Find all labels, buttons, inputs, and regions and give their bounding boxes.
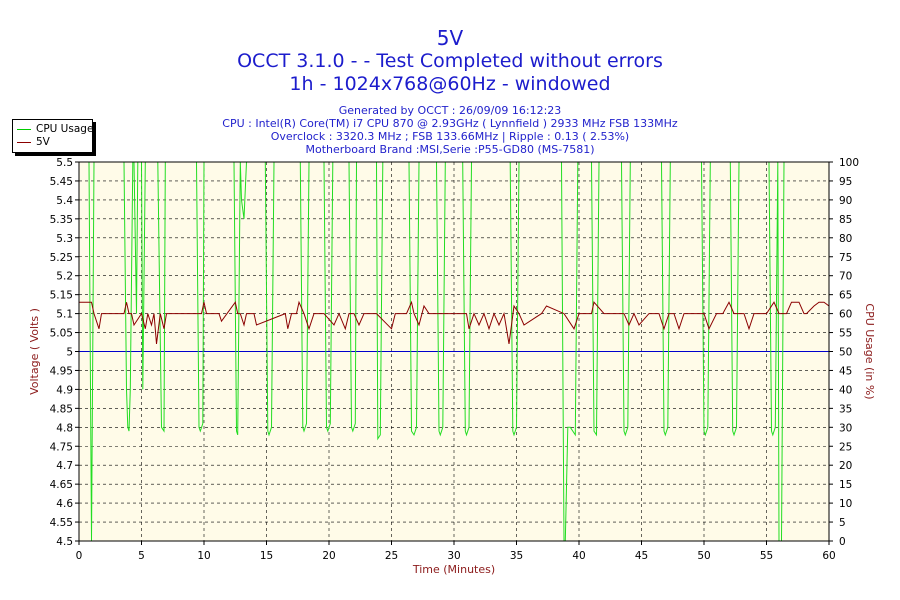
y-tick-label: 4.85 — [50, 403, 73, 415]
x-tick-label: 35 — [510, 550, 523, 562]
x-tick-label: 15 — [260, 550, 273, 562]
y2-axis-label: CPU Usage (in %) — [863, 303, 876, 399]
motherboard-info: Motherboard Brand :MSI,Serie :P55-GD80 (… — [305, 143, 595, 156]
legend-label-5v: 5V — [36, 136, 50, 148]
cpu-info: CPU : Intel(R) Core(TM) i7 CPU 870 @ 2.9… — [222, 117, 678, 130]
y2-tick-label: 15 — [839, 479, 852, 491]
y-axis-label: Voltage ( Volts ) — [28, 308, 41, 395]
y2-tick-label: 50 — [839, 347, 852, 359]
y2-tick-label: 25 — [839, 441, 852, 453]
y-tick-label: 5.2 — [56, 271, 73, 283]
legend-swatch-cpu-usage — [17, 128, 31, 130]
y2-tick-label: 65 — [839, 290, 852, 302]
y-axis-right: 0 5 10 15 20 25 30 35 40 45 50 55 60 65 70 75 80 85 90 95 10… — [829, 157, 859, 548]
y2-tick-label: 60 — [839, 309, 852, 321]
x-tick-label: 45 — [635, 550, 648, 562]
x-tick-label: 40 — [572, 550, 585, 562]
y2-tick-label: 30 — [839, 422, 852, 434]
y-tick-label: 5.4 — [56, 195, 73, 207]
legend-label-cpu-usage: CPU Usage — [36, 123, 94, 135]
y-tick-label: 5.05 — [50, 328, 73, 340]
chart-subtitle-resolution: 1h - 1024x768@60Hz - windowed — [289, 73, 611, 95]
y2-tick-label: 5 — [839, 517, 846, 529]
y-tick-label: 4.75 — [50, 441, 73, 453]
x-tick-label: 5 — [138, 550, 145, 562]
x-tick-label: 50 — [697, 550, 710, 562]
x-tick-label: 55 — [760, 550, 773, 562]
x-tick-label: 30 — [447, 550, 460, 562]
y-tick-label: 4.9 — [56, 384, 73, 396]
y-tick-label: 5.1 — [56, 309, 73, 321]
y-tick-label: 5.35 — [50, 214, 73, 226]
x-tick-label: 25 — [385, 550, 398, 562]
y-tick-label: 4.8 — [56, 422, 73, 434]
y-tick-label: 4.55 — [50, 517, 73, 529]
y2-tick-label: 95 — [839, 176, 852, 188]
y2-tick-label: 55 — [839, 328, 852, 340]
y2-tick-label: 10 — [839, 498, 852, 510]
x-tick-label: 60 — [822, 550, 835, 562]
y-tick-label: 4.6 — [56, 498, 73, 510]
y-tick-label: 5.3 — [56, 233, 73, 245]
x-axis: 0 5 10 15 20 25 30 35 40 45 50 55 60 — [76, 541, 836, 562]
y2-tick-label: 70 — [839, 271, 852, 283]
chart-title: 5V — [436, 26, 464, 50]
y-tick-label: 5.5 — [56, 157, 73, 169]
y-axis-left: 4.5 4.55 4.6 4.65 4.7 4.75 4.8 4.85 4.9 4.95 5 5.05… — [50, 157, 79, 548]
y-tick-label: 5.15 — [50, 290, 73, 302]
y2-tick-label: 20 — [839, 460, 852, 472]
series-line-5v — [79, 300, 830, 344]
y-tick-label: 4.95 — [50, 365, 73, 377]
y2-tick-label: 0 — [839, 536, 846, 548]
y2-tick-label: 40 — [839, 384, 852, 396]
y-tick-label: 5.45 — [50, 176, 73, 188]
legend-item-cpu-usage: CPU Usage — [17, 123, 93, 136]
y-tick-label: 5 — [66, 347, 73, 359]
legend-swatch-5v — [17, 141, 31, 143]
y-tick-label: 4.65 — [50, 479, 73, 491]
y2-tick-label: 80 — [839, 233, 852, 245]
y-tick-label: 5.25 — [50, 252, 73, 264]
x-tick-label: 20 — [322, 550, 335, 562]
generated-info: Generated by OCCT : 26/09/09 16:12:23 — [338, 104, 562, 117]
series-line-cpu-usage — [79, 161, 829, 542]
chart-subtitle-status: OCCT 3.1.0 - - Test Completed without er… — [237, 50, 663, 72]
y2-tick-label: 45 — [839, 365, 852, 377]
overclock-info: Overclock : 3320.3 MHz ; FSB 133.66MHz |… — [270, 130, 630, 143]
y2-tick-label: 85 — [839, 214, 852, 226]
y2-tick-label: 100 — [839, 157, 859, 169]
legend-item-5v: 5V — [17, 136, 50, 149]
y2-tick-label: 75 — [839, 252, 852, 264]
x-tick-label: 0 — [76, 550, 83, 562]
x-axis-label: Time (Minutes) — [412, 563, 495, 576]
y-tick-label: 4.5 — [56, 536, 73, 548]
x-tick-label: 10 — [197, 550, 210, 562]
y2-tick-label: 35 — [839, 403, 852, 415]
y-tick-label: 4.7 — [56, 460, 73, 472]
chart-legend: CPU Usage 5V — [12, 119, 93, 153]
y2-tick-label: 90 — [839, 195, 852, 207]
